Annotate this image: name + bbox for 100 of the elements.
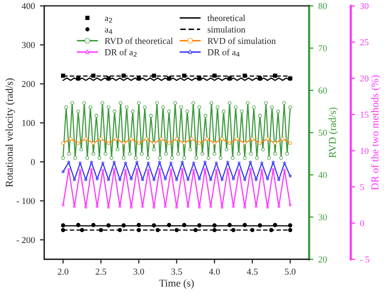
point xyxy=(250,228,254,232)
y3-tick-label: 10 xyxy=(360,148,368,154)
legend-label: a$_{2}$ xyxy=(104,16,112,23)
point xyxy=(182,222,186,228)
point xyxy=(228,76,232,80)
y3-tick-label: 5 xyxy=(360,184,364,190)
point xyxy=(197,76,202,80)
point xyxy=(180,160,184,164)
y2-tick-label: 30 xyxy=(318,214,327,220)
y-tick-label: 200 xyxy=(22,80,35,88)
y-tick-label: 300 xyxy=(22,42,35,48)
point xyxy=(237,168,241,172)
point xyxy=(272,222,278,228)
point xyxy=(61,170,65,174)
point xyxy=(136,228,141,232)
point xyxy=(182,74,186,78)
point xyxy=(146,161,150,165)
x-tick-label: 2.5 xyxy=(96,268,106,275)
point xyxy=(166,222,172,228)
line-series xyxy=(61,160,292,182)
point xyxy=(135,160,139,164)
point xyxy=(122,223,126,228)
point xyxy=(203,160,207,164)
point xyxy=(72,204,76,208)
y2-tick-label: 50 xyxy=(318,130,327,136)
point xyxy=(122,74,126,78)
point xyxy=(118,228,122,232)
x-tick-label: 5.0 xyxy=(285,268,296,275)
point xyxy=(112,160,116,164)
point xyxy=(288,76,292,80)
y2-tick-label: 80 xyxy=(318,3,327,10)
point xyxy=(106,223,111,228)
point xyxy=(260,168,264,172)
point xyxy=(248,160,252,164)
point xyxy=(166,76,172,80)
point xyxy=(152,205,156,209)
x-tick-label: 4.5 xyxy=(246,268,258,275)
x-tick-label: 3.0 xyxy=(134,268,144,275)
y-axis-title: Rotational velocity (rad/s) xyxy=(5,78,15,187)
y2-axis-title: RVD (rad/s) xyxy=(328,108,338,158)
point xyxy=(101,168,105,172)
point xyxy=(124,168,128,172)
point xyxy=(146,168,150,172)
y2-tick-label: 20 xyxy=(318,256,327,263)
y-tick-label: 400 xyxy=(22,3,35,10)
x-axis-title: Time (s) xyxy=(159,279,194,289)
point xyxy=(193,228,198,232)
point xyxy=(271,160,275,164)
point xyxy=(67,168,70,172)
y-tick-label: 100 xyxy=(22,120,35,126)
point xyxy=(242,74,247,78)
legend-label: a$_{4}$ xyxy=(104,28,112,34)
y2-tick-label: 70 xyxy=(318,45,327,52)
y2-tick-label: 40 xyxy=(318,172,327,178)
point xyxy=(91,222,96,228)
y3-tick-label: 25 xyxy=(360,39,368,46)
y3-tick-label: 0 xyxy=(360,220,364,226)
point xyxy=(212,228,217,232)
point xyxy=(258,223,262,228)
point xyxy=(91,74,96,78)
legend-label: DR of a$_{4}$ xyxy=(208,48,240,57)
point xyxy=(61,74,66,78)
point xyxy=(220,178,224,182)
point xyxy=(226,168,230,172)
point xyxy=(136,76,141,80)
point xyxy=(90,160,94,164)
point xyxy=(78,168,82,172)
point xyxy=(266,177,270,180)
x-tick-label: 3.5 xyxy=(171,268,182,275)
point xyxy=(220,205,224,209)
point xyxy=(156,228,160,232)
y2-tick-label: 60 xyxy=(318,87,327,94)
point xyxy=(269,228,274,232)
legend-label: RVD of simulation xyxy=(208,38,276,44)
point xyxy=(180,168,184,172)
point xyxy=(106,76,111,80)
point xyxy=(226,160,230,164)
y3-tick-label: 30 xyxy=(360,3,368,10)
y3-tick-label: - 5 xyxy=(360,256,370,263)
point xyxy=(288,223,292,228)
point xyxy=(192,168,196,172)
point xyxy=(136,222,141,228)
legend-label: theoretical xyxy=(207,14,246,22)
legend-label: simulation xyxy=(208,26,246,33)
point xyxy=(266,205,270,209)
point xyxy=(288,174,292,178)
point xyxy=(61,228,66,232)
point xyxy=(152,178,156,182)
point xyxy=(106,178,110,182)
point xyxy=(169,168,173,172)
point xyxy=(258,76,262,80)
point xyxy=(72,178,76,182)
point xyxy=(174,228,179,232)
y-tick-label: - 100 xyxy=(16,198,35,204)
y-tick-label: - 200 xyxy=(16,236,35,244)
legend-label: RVD of theoretical xyxy=(104,38,173,44)
point xyxy=(231,228,236,232)
point xyxy=(212,74,217,78)
point xyxy=(152,74,156,78)
point xyxy=(282,168,286,172)
